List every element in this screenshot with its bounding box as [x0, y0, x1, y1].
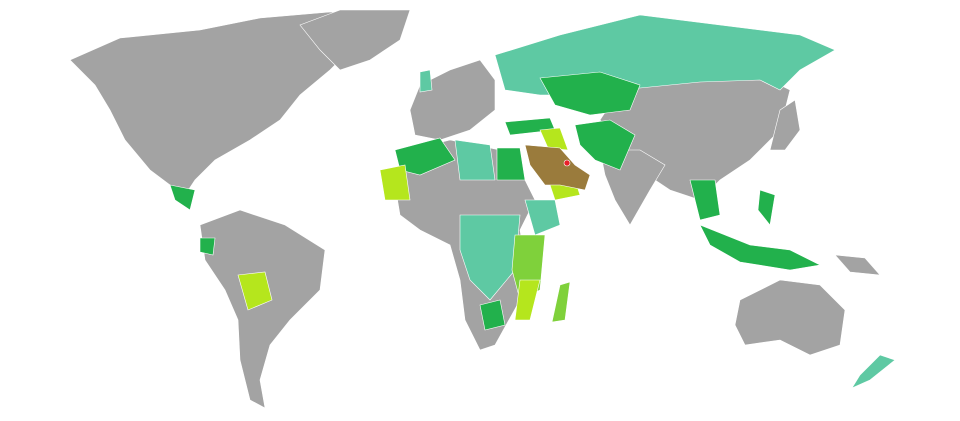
png	[834, 254, 881, 276]
egypt	[496, 147, 526, 181]
mozambique	[514, 279, 541, 321]
bolivia	[237, 271, 273, 311]
iran-pakistan	[574, 119, 636, 171]
ethiopia	[524, 199, 561, 236]
japan	[769, 99, 801, 151]
central-africa	[459, 214, 521, 301]
new-zealand	[851, 354, 896, 389]
gulf-countries	[524, 144, 591, 191]
south-america	[199, 209, 326, 409]
iraq	[539, 127, 569, 151]
southeast-asia	[689, 179, 721, 221]
saudi-arabia	[524, 144, 591, 191]
philippines	[757, 189, 776, 226]
mauritania	[379, 164, 411, 201]
north-america	[69, 11, 401, 196]
indonesia	[699, 224, 821, 271]
land-visa-required	[69, 9, 881, 409]
qatar	[563, 159, 571, 167]
zimbabwe	[479, 299, 506, 331]
central-asia	[539, 71, 641, 116]
libya	[454, 139, 496, 181]
australia	[734, 279, 846, 356]
uk	[419, 69, 433, 93]
ecuador	[199, 237, 216, 256]
greenland	[299, 9, 411, 71]
madagascar	[551, 281, 571, 323]
central-america	[169, 184, 196, 211]
